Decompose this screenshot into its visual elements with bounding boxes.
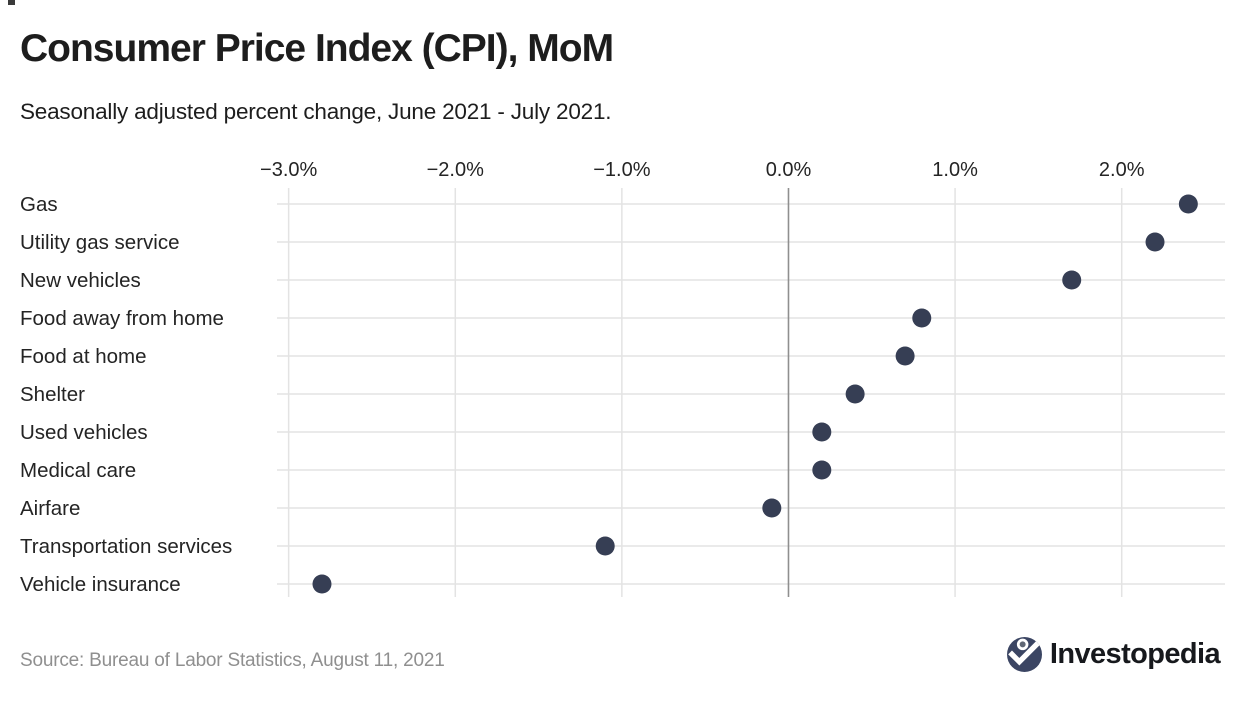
data-dot bbox=[845, 384, 865, 404]
category-label: Transportation services bbox=[20, 535, 232, 558]
category-label: Food at home bbox=[20, 345, 147, 368]
chart-subtitle: Seasonally adjusted percent change, June… bbox=[20, 99, 612, 124]
investopedia-icon bbox=[1006, 637, 1042, 672]
data-dot bbox=[595, 536, 615, 556]
source-note: Source: Bureau of Labor Statistics, Augu… bbox=[20, 650, 445, 671]
x-axis-tick-label: −3.0% bbox=[260, 159, 317, 181]
top-left-artifact bbox=[8, 0, 15, 5]
investopedia-wordmark: Investopedia bbox=[1049, 638, 1221, 670]
x-axis-tick-label: −1.0% bbox=[593, 159, 650, 181]
category-label: Airfare bbox=[20, 497, 80, 520]
data-dot bbox=[1145, 232, 1165, 252]
category-label: Vehicle insurance bbox=[20, 573, 181, 596]
category-label: Used vehicles bbox=[20, 421, 148, 444]
category-label: Shelter bbox=[20, 383, 85, 406]
category-label: Gas bbox=[20, 193, 58, 216]
data-dot bbox=[1178, 194, 1198, 214]
x-axis-tick-label: 1.0% bbox=[932, 159, 978, 181]
x-axis-tick-label: 0.0% bbox=[766, 159, 812, 181]
data-dot bbox=[312, 574, 332, 594]
data-dot bbox=[912, 308, 932, 328]
category-label: Utility gas service bbox=[20, 231, 180, 254]
category-label: Food away from home bbox=[20, 307, 224, 330]
data-dot bbox=[895, 346, 915, 366]
category-label: Medical care bbox=[20, 459, 136, 482]
data-dot bbox=[762, 498, 782, 518]
chart-title: Consumer Price Index (CPI), MoM bbox=[20, 27, 614, 70]
data-dot bbox=[812, 422, 832, 442]
data-dot bbox=[1062, 270, 1082, 290]
category-label: New vehicles bbox=[20, 269, 141, 292]
data-dot bbox=[812, 460, 832, 480]
x-axis-tick-label: 2.0% bbox=[1099, 159, 1145, 181]
investopedia-logo: Investopedia bbox=[1006, 637, 1221, 672]
x-axis-tick-label: −2.0% bbox=[427, 159, 484, 181]
